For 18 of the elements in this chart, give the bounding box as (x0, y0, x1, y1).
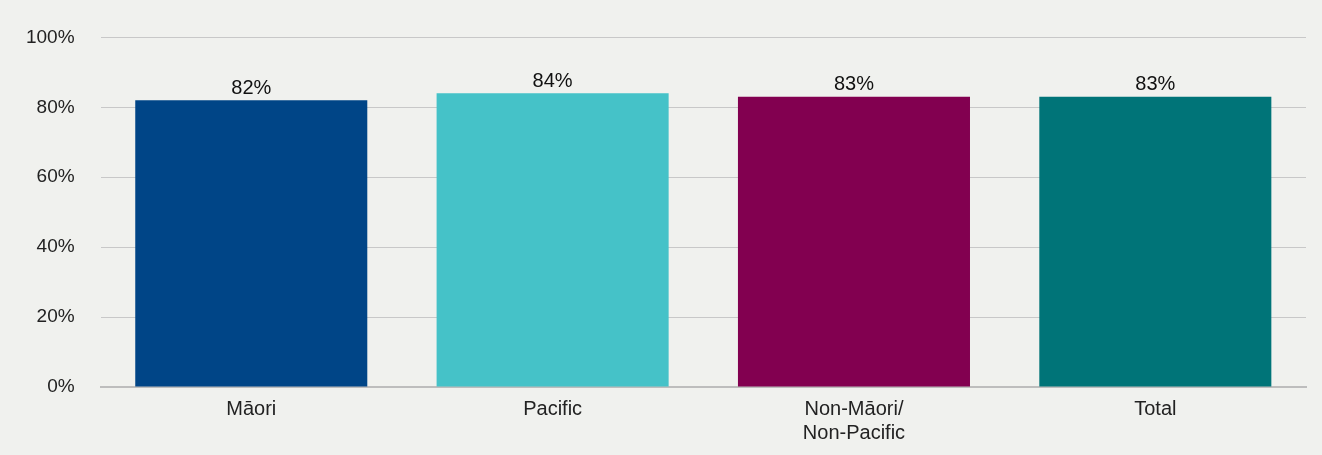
data-label: 82% (231, 75, 272, 98)
y-tick-label: 60% (36, 165, 75, 187)
y-tick-label: 80% (36, 95, 75, 117)
data-label: 83% (1135, 72, 1176, 95)
x-tick-label: Total (1134, 396, 1177, 419)
y-tick-label: 20% (36, 305, 75, 327)
y-tick-label: 0% (47, 375, 75, 397)
bar (737, 96, 970, 387)
data-label: 83% (833, 72, 875, 95)
x-tick-label: Pacific (523, 396, 583, 419)
y-tick-label: 100% (25, 25, 75, 47)
x-tick-label: Māori (226, 396, 277, 419)
y-tick-label: 40% (36, 235, 75, 257)
x-tick-label: Non-Māori/ Non-Pacific (802, 396, 906, 443)
bar (1039, 96, 1272, 387)
data-label: 84% (532, 68, 573, 91)
bar (436, 93, 669, 387)
bar (135, 100, 368, 387)
